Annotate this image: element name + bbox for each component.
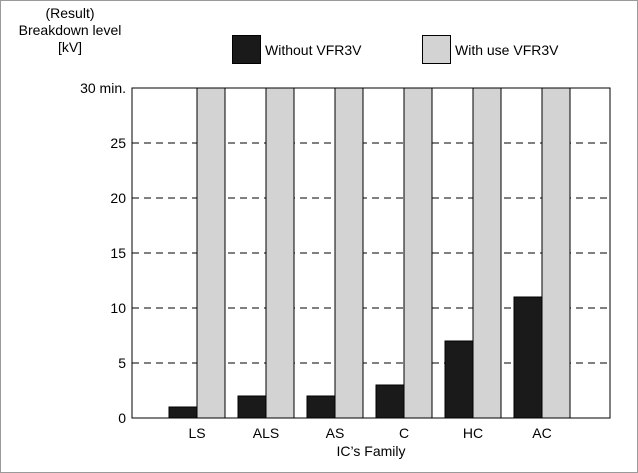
x-tick-label: LS	[188, 425, 205, 441]
y-tick-label: 0	[118, 410, 126, 426]
x-axis-title: IC’s Family	[337, 443, 406, 459]
plot-area-border	[131, 87, 611, 419]
legend-swatch-without	[232, 35, 261, 64]
y-axis-title-line: [kV]	[57, 39, 83, 55]
bar-with-vfr3v	[265, 87, 295, 419]
bar-without-vfr3v	[513, 296, 543, 419]
x-tick-label: HC	[463, 425, 483, 441]
bar-with-vfr3v	[541, 87, 571, 419]
bar-without-vfr3v	[306, 395, 336, 419]
bar-without-vfr3v	[168, 406, 198, 419]
bar-without-vfr3v	[237, 395, 267, 419]
bar-without-vfr3v	[444, 340, 474, 419]
x-tick-label: AS	[326, 425, 345, 441]
y-tick-label: 10	[110, 300, 126, 316]
legend-swatch-with	[422, 35, 451, 64]
y-tick-label: 15	[110, 245, 126, 261]
x-tick-label: AC	[532, 425, 551, 441]
bar-with-vfr3v	[472, 87, 502, 419]
legend-item-with: With use VFR3V	[422, 35, 558, 64]
bar-with-vfr3v	[334, 87, 364, 419]
y-axis-title-line: (Result)	[45, 5, 95, 21]
y-axis-title-line: Breakdown level	[18, 22, 122, 38]
bar-without-vfr3v	[375, 384, 405, 419]
y-tick-label: 5	[118, 355, 126, 371]
bars	[168, 87, 571, 419]
x-tick-label: C	[399, 425, 409, 441]
y-tick-labels: 0 5 10 15 20 25 30 min.	[80, 80, 126, 426]
x-tick-labels: LS ALS AS C HC AC	[188, 425, 551, 441]
y-tick-label: 25	[110, 135, 126, 151]
legend-label-with: With use VFR3V	[455, 41, 559, 58]
y-tick-label: 30 min.	[80, 80, 126, 96]
x-tick-label: ALS	[253, 425, 279, 441]
bar-with-vfr3v	[196, 87, 226, 419]
legend-label-without: Without VFR3V	[265, 41, 362, 58]
y-tick-label: 20	[110, 190, 126, 206]
legend-item-without: Without VFR3V	[232, 35, 361, 64]
bar-with-vfr3v	[403, 87, 433, 419]
